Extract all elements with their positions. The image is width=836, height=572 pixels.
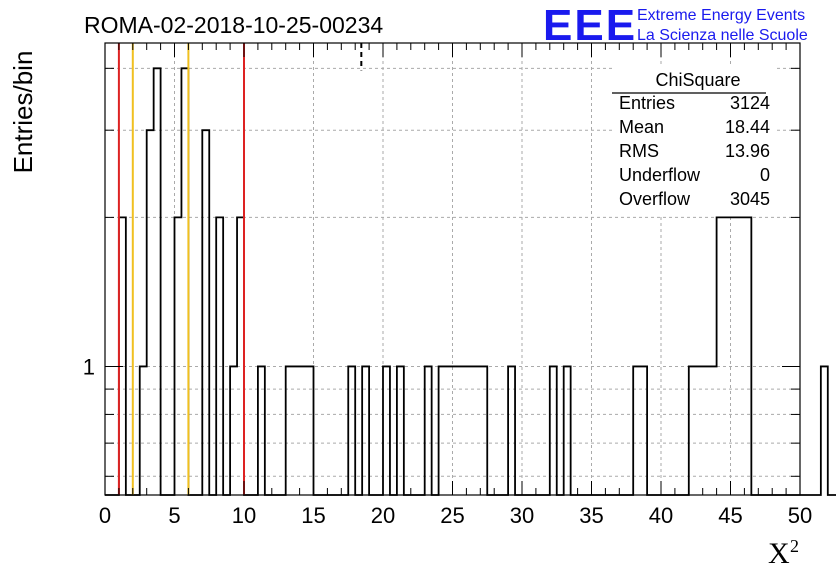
x-tick-label-9: 45: [718, 503, 742, 528]
axis-ticks: 0 5 10 15 20 25 30 35 40 45 50 1: [83, 43, 812, 528]
stats-box: ChiSquare Entries 3124 Mean 18.44 RMS 13.96 Un…: [612, 66, 774, 216]
reference-lines: [117, 43, 363, 495]
stats-row-label-4: Overflow: [619, 189, 691, 209]
histogram-bars: [105, 67, 836, 496]
x-axis-label-main: X: [768, 537, 790, 570]
x-axis-label: X 2: [768, 536, 799, 570]
stats-row-label-0: Entries: [619, 93, 675, 113]
stats-row-value-3: 0: [760, 165, 770, 185]
stats-row-value-0: 3124: [730, 93, 770, 113]
histogram-outline: [105, 67, 836, 496]
x-tick-label-7: 35: [579, 503, 603, 528]
stats-row-value-2: 13.96: [725, 141, 770, 161]
eee-logo-mark: EEE: [543, 1, 637, 50]
stats-box-rows: Entries 3124 Mean 18.44 RMS 13.96 Underflow 0 Ov…: [619, 93, 770, 209]
x-tick-label-8: 40: [649, 503, 673, 528]
eee-logo-line1: Extreme Energy Events: [637, 7, 805, 24]
stats-box-background: [612, 66, 774, 216]
stats-row-label-1: Mean: [619, 117, 664, 137]
stats-box-title: ChiSquare: [655, 70, 740, 90]
x-tick-label-10: 50: [788, 503, 812, 528]
y-axis-label: Entries/bin: [8, 51, 38, 174]
x-tick-label-4: 20: [371, 503, 395, 528]
x-axis-label-superscript: 2: [790, 536, 799, 556]
chart-title: ROMA-02-2018-10-25-00234: [84, 12, 383, 38]
stats-row-label-3: Underflow: [619, 165, 701, 185]
eee-logo: EEE Extreme Energy Events La Scienza nel…: [543, 1, 808, 50]
x-tick-label-5: 25: [440, 503, 464, 528]
y-tick-label-0: 1: [83, 354, 95, 379]
eee-logo-line2: La Scienza nelle Scuole: [637, 27, 808, 44]
x-tick-label-0: 0: [99, 503, 111, 528]
x-tick-label-3: 15: [301, 503, 325, 528]
x-tick-label-2: 10: [232, 503, 256, 528]
stats-row-label-2: RMS: [619, 141, 659, 161]
stats-row-value-4: 3045: [730, 189, 770, 209]
x-tick-label-1: 5: [168, 503, 180, 528]
stats-row-value-1: 18.44: [725, 117, 770, 137]
x-tick-label-6: 30: [510, 503, 534, 528]
